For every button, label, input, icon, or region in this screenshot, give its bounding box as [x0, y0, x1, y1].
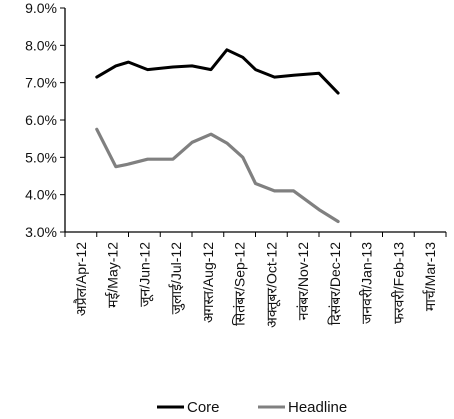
- data-point-headline: [337, 220, 339, 223]
- data-point-core: [210, 68, 212, 71]
- x-tick-label: फरवरी/Feb-13: [390, 242, 406, 324]
- x-tick-label: मार्च/Mar-13: [422, 242, 438, 311]
- data-point-headline: [114, 165, 117, 168]
- x-tick-label: अगस्त/Aug-12: [200, 242, 216, 323]
- data-point-headline: [241, 156, 244, 159]
- x-tick-label: सितंबर/Sep-12: [232, 242, 248, 326]
- data-point-headline: [273, 190, 276, 192]
- data-point-headline: [146, 158, 149, 161]
- y-tick-label: 5.0%: [25, 149, 57, 165]
- data-point-headline: [254, 182, 257, 185]
- data-point-core: [114, 64, 117, 67]
- data-point-core: [226, 48, 228, 51]
- y-tick-label: 4.0%: [25, 187, 57, 203]
- data-point-core: [337, 92, 339, 95]
- data-point-core: [146, 68, 149, 71]
- x-tick-label: नवंबर/Nov-12: [295, 242, 311, 321]
- data-point-headline: [226, 142, 228, 145]
- data-point-core: [241, 56, 244, 59]
- data-point-core: [127, 61, 130, 64]
- series-line-headline: [95, 127, 340, 224]
- x-tick-label: अप्रैल/Apr-12: [73, 242, 89, 316]
- x-tick-label: जनवरी/Jan-13: [359, 242, 375, 324]
- data-point-core: [318, 72, 320, 75]
- data-point-core: [292, 74, 295, 77]
- data-point-headline: [292, 190, 295, 192]
- x-tick-label: जून/Jun-12: [136, 242, 153, 307]
- y-tick-label: 7.0%: [25, 75, 57, 91]
- y-tick-label: 8.0%: [25, 37, 57, 53]
- data-point-core: [254, 68, 257, 71]
- data-point-headline: [127, 163, 130, 165]
- data-point-headline: [95, 128, 98, 131]
- data-point-core: [95, 76, 98, 78]
- legend-label-core: Core: [187, 399, 220, 416]
- series-line-core: [95, 48, 340, 95]
- x-tick-label: अक्तूबर/Oct-12: [263, 242, 280, 328]
- data-point-headline: [191, 141, 193, 144]
- y-tick-label: 3.0%: [25, 224, 57, 240]
- data-point-headline: [210, 133, 212, 136]
- x-tick-label: जुलाई/Jul-12: [168, 242, 185, 315]
- data-point-core: [191, 64, 193, 67]
- data-point-headline: [318, 208, 320, 211]
- data-point-core: [273, 76, 276, 78]
- x-tick-label: दिसंबर/Dec-12: [327, 242, 343, 325]
- data-point-core: [172, 66, 174, 68]
- y-tick-label: 9.0%: [25, 0, 57, 16]
- legend-label-headline: Headline: [288, 399, 347, 416]
- data-point-headline: [172, 158, 174, 161]
- x-tick-label: मई/May-12: [105, 242, 121, 308]
- y-tick-label: 6.0%: [25, 112, 57, 128]
